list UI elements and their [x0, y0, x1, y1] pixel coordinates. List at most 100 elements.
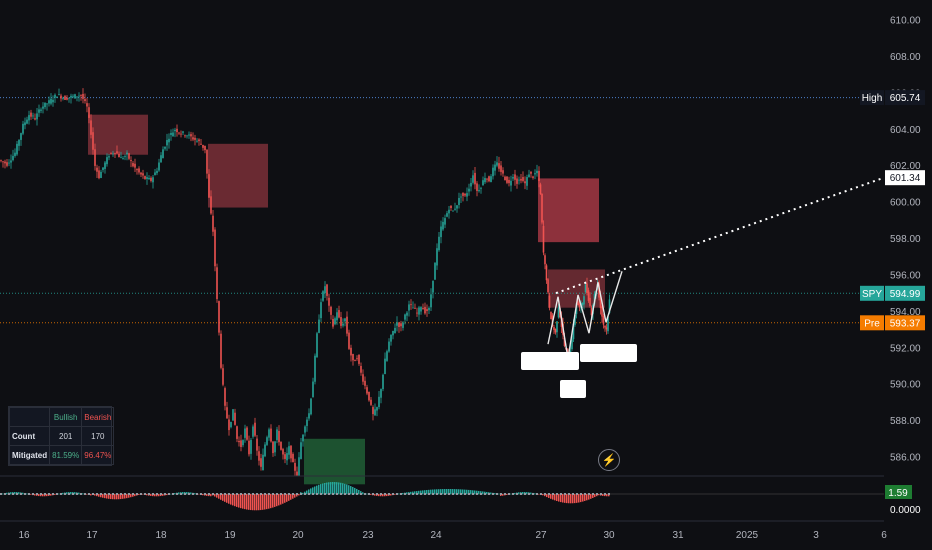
oscillator-bar	[278, 494, 280, 506]
candle-body	[496, 162, 498, 166]
oscillator-dot	[448, 493, 450, 495]
candle-body	[556, 321, 558, 333]
oscillator-bar	[98, 494, 100, 497]
oscillator-dot	[240, 493, 242, 495]
oscillator-dot	[320, 493, 322, 495]
candle-body	[587, 290, 590, 301]
candle-body	[150, 177, 152, 181]
oscillator-bar	[240, 494, 242, 509]
oscillator-bar	[234, 494, 236, 507]
oscillator-dot	[156, 493, 158, 495]
oscillator-dot	[464, 493, 466, 495]
candle-body	[192, 137, 194, 140]
oscillator-dot	[340, 493, 342, 495]
candle-body	[200, 143, 202, 145]
candle-body	[246, 427, 248, 440]
oscillator-bar	[306, 490, 308, 495]
candle-body	[466, 193, 468, 197]
price-tag-spy-value-bg	[885, 285, 925, 301]
oscillator-bar	[606, 494, 608, 497]
oscillator-bar	[110, 494, 112, 500]
candle-body	[108, 156, 110, 158]
oscillator-dot	[212, 493, 214, 495]
oscillator-bar	[498, 493, 500, 495]
candle-body	[314, 355, 316, 382]
price-tag-spy-label: SPY	[862, 289, 882, 300]
oscillator-bar	[464, 489, 466, 495]
oscillator-bar	[448, 489, 450, 495]
oscillator-dot	[564, 493, 566, 495]
oscillator-bar	[86, 494, 88, 495]
oscillator-bar	[330, 482, 332, 495]
trend-line	[555, 176, 885, 295]
oscillator-dot	[536, 493, 538, 495]
oscillator-bar	[334, 482, 336, 495]
oscillator-bar	[208, 494, 210, 497]
oscillator-dot	[304, 493, 306, 495]
candle-body	[148, 177, 150, 180]
oscillator-bar	[332, 482, 334, 495]
candle-body	[476, 183, 478, 191]
oscillator-bar	[250, 494, 252, 511]
candle-body	[14, 152, 16, 157]
oscillator-dot	[92, 493, 94, 495]
oscillator-dot	[532, 493, 534, 495]
candle-body	[216, 267, 218, 300]
lightning-icon[interactable]: ⚡	[598, 449, 620, 471]
candle-body	[412, 307, 414, 309]
oscillator-bar	[226, 494, 228, 503]
oscillator-dot	[404, 493, 406, 495]
oscillator-bar	[370, 494, 372, 495]
candle-body	[256, 438, 258, 451]
price-axis[interactable]: 610.00608.00606.00604.00602.00600.00598.…	[884, 0, 932, 550]
candle-body	[516, 178, 518, 184]
candle-body	[54, 94, 56, 98]
candle-body	[136, 169, 138, 171]
oscillator-bar	[132, 494, 134, 497]
candle-body	[586, 283, 588, 293]
candle-body	[318, 319, 320, 333]
oscillator-bar	[350, 486, 352, 495]
candle-body	[242, 440, 244, 446]
candle-body	[554, 329, 557, 333]
oscillator-bar	[374, 494, 376, 496]
oscillator-dot	[412, 493, 414, 495]
oscillator-bar	[422, 490, 424, 495]
candle-body	[563, 338, 566, 347]
oscillator-dot	[180, 493, 182, 495]
oscillator-bar	[534, 493, 536, 495]
oscillator-dot	[272, 493, 274, 495]
candle-body	[404, 314, 406, 320]
candle-body	[510, 180, 512, 186]
oscillator-dot	[228, 493, 230, 495]
oscillator-dot	[468, 493, 470, 495]
oscillator-dot	[516, 493, 518, 495]
pattern-label-box	[521, 352, 579, 370]
oscillator-bar	[102, 494, 104, 498]
candle-body	[492, 167, 494, 177]
oscillator-bar	[248, 494, 250, 510]
candle-body	[260, 458, 262, 467]
x-tick-label: 23	[362, 530, 374, 541]
candle-body	[416, 312, 418, 314]
x-tick-label: 24	[430, 530, 442, 541]
oscillator-dot	[40, 493, 42, 495]
oscillator-bar	[154, 494, 156, 497]
y-tick-label: 604.00	[890, 125, 921, 136]
candle-body	[170, 132, 172, 135]
oscillator-bar	[460, 489, 462, 495]
time-axis[interactable]: 16 17 18 19 20 23 24 27 30 31 2025 3 6	[18, 530, 887, 541]
candle-body	[532, 176, 534, 178]
price-tag-spy-value: 594.99	[890, 289, 921, 300]
oscillator-bar	[214, 494, 216, 497]
oscillator-bar	[344, 483, 346, 495]
candle-body	[236, 426, 238, 439]
oscillator-bar	[328, 482, 330, 495]
oscillator-bar	[288, 494, 290, 501]
candle-body	[338, 310, 340, 318]
oscillator-dot	[84, 493, 86, 495]
candle-body	[472, 175, 474, 183]
oscillator-dot	[324, 493, 326, 495]
oscillator-bar	[440, 489, 442, 495]
